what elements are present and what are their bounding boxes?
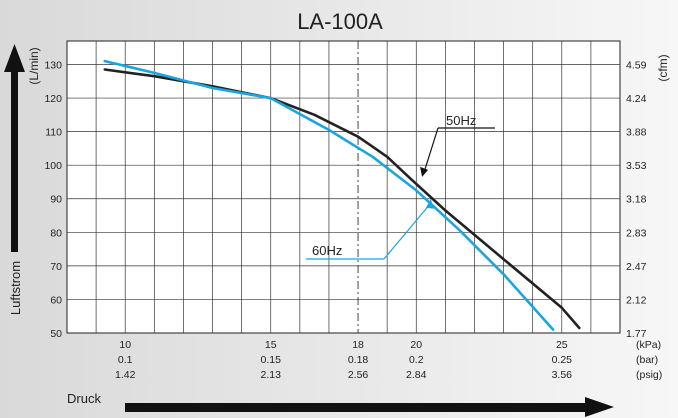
chart-title: LA-100A	[297, 9, 383, 34]
y-right-tick-label: 1.77	[626, 328, 647, 340]
y-right-tick-label: 3.18	[626, 194, 647, 206]
y-tick-label: 50	[50, 328, 62, 340]
x-tick-psig: 2.13	[261, 369, 282, 381]
y-arrow	[4, 44, 25, 252]
x-tick-bar: 0.25	[552, 354, 573, 366]
y-tick-label: 100	[44, 160, 62, 172]
y-tick-label: 70	[50, 261, 62, 273]
x-unit-label: (psig)	[636, 369, 662, 381]
series-line-60hz	[103, 59, 555, 331]
y-tick-label: 110	[45, 127, 62, 139]
y-unit-left: (L/min)	[27, 47, 41, 84]
series-label-60hz: 60Hz	[312, 243, 342, 258]
plot-frame	[66, 40, 621, 334]
x-tick-bar: 0.2	[409, 354, 424, 366]
callout-60hz-leader	[383, 206, 429, 260]
y-tick-label: 80	[50, 227, 62, 239]
y-right-tick-label: 4.24	[626, 93, 647, 105]
x-unit-label: (kPa)	[636, 339, 661, 351]
y-right-tick-label: 2.47	[626, 261, 647, 273]
x-tick-kpa: 10	[119, 339, 131, 351]
y-right-tick-label: 4.59	[626, 59, 647, 71]
y-right-tick-label: 2.83	[626, 227, 647, 239]
x-tick-psig: 2.84	[406, 369, 427, 381]
y-tick-label: 60	[50, 294, 62, 306]
labels-layer: 50 1.77 60 2.12 70 2.47 80 2.83 90 3.18 100 3.53 110…	[44, 59, 662, 381]
x-tick-kpa: 25	[556, 339, 568, 351]
callout-50hz-leader	[424, 127, 439, 170]
plot-area	[66, 40, 621, 334]
y-axis-label: Luftstrom	[8, 261, 23, 315]
x-unit-label: (bar)	[636, 354, 658, 366]
y-right-tick-label: 2.12	[626, 294, 647, 306]
x-arrow	[125, 397, 614, 417]
x-tick-bar: 0.1	[118, 354, 133, 366]
series-layer	[103, 59, 581, 331]
y-right-tick-label: 3.88	[626, 127, 647, 139]
callout-50hz-arrowhead	[420, 166, 429, 177]
y-unit-right: (cfm)	[656, 54, 670, 81]
x-tick-kpa: 20	[410, 339, 422, 351]
x-tick-kpa: 18	[352, 339, 364, 351]
y-tick-label: 130	[44, 59, 62, 71]
y-right-tick-label: 3.53	[626, 160, 647, 172]
x-tick-psig: 2.56	[348, 369, 369, 381]
x-tick-bar: 0.18	[348, 354, 369, 366]
x-tick-psig: 3.56	[552, 369, 573, 381]
x-tick-kpa: 15	[265, 339, 277, 351]
callout-60hz-arrowhead	[425, 198, 434, 209]
x-tick-bar: 0.15	[261, 354, 282, 366]
x-axis-label: Druck	[67, 391, 101, 406]
y-tick-label: 120	[44, 93, 62, 105]
series-label-50hz: 50Hz	[446, 113, 476, 128]
y-tick-label: 90	[50, 194, 62, 206]
x-tick-psig: 1.42	[115, 369, 136, 381]
